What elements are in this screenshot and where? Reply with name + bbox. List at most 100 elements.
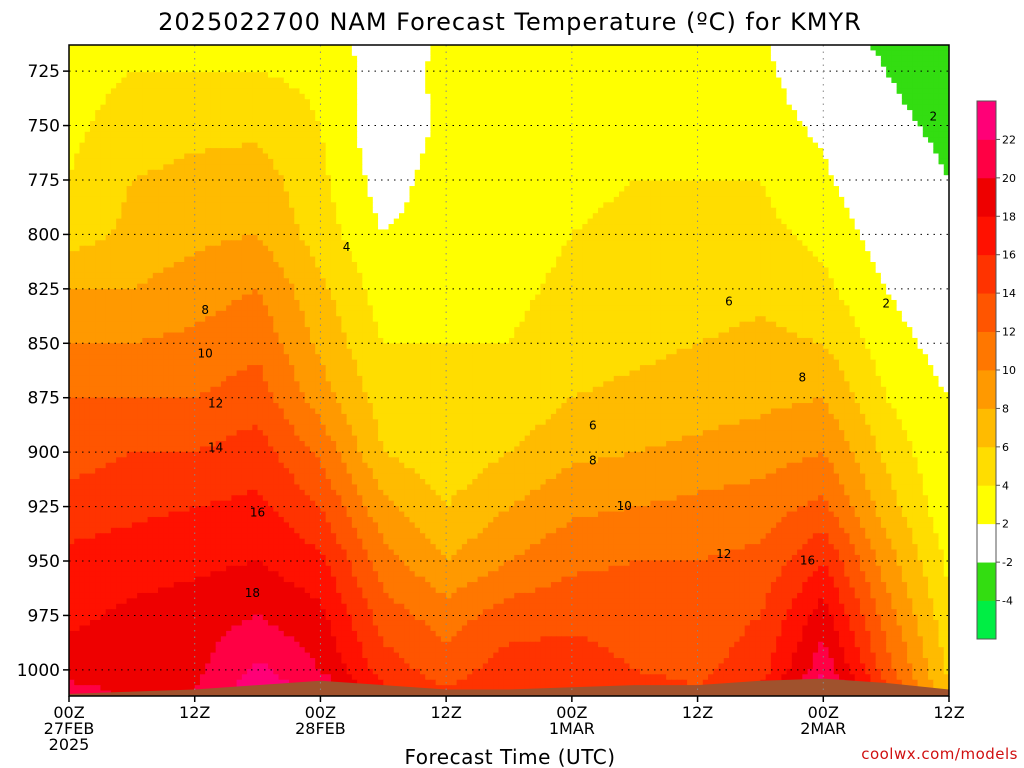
temperature-cell [650, 110, 656, 116]
temperature-cell [771, 105, 777, 111]
temperature-cell [823, 191, 829, 197]
temperature-cell [373, 143, 379, 149]
temperature-cell [881, 121, 887, 127]
temperature-cell [750, 94, 756, 100]
temperature-cell [792, 116, 798, 122]
temperature-cell [650, 186, 656, 192]
temperature-cell [818, 148, 824, 154]
temperature-cell [739, 88, 745, 94]
temperature-cell [74, 78, 80, 84]
temperature-cell [834, 181, 840, 187]
temperature-cell [703, 116, 709, 122]
temperature-cell [467, 88, 473, 94]
temperature-cell [205, 148, 211, 154]
temperature-cell [472, 159, 478, 165]
temperature-cell [902, 143, 908, 149]
temperature-cell [546, 154, 552, 160]
temperature-cell [739, 83, 745, 89]
temperature-cell [399, 121, 405, 127]
temperature-cell [572, 132, 578, 138]
temperature-cell [436, 148, 442, 154]
temperature-cell [870, 116, 876, 122]
temperature-cell [163, 202, 169, 208]
temperature-cell [823, 170, 829, 176]
temperature-cell [593, 132, 599, 138]
temperature-cell [79, 186, 85, 192]
temperature-cell [320, 164, 326, 170]
temperature-cell [525, 50, 531, 56]
temperature-cell [813, 105, 819, 111]
temperature-cell [593, 170, 599, 176]
temperature-cell [519, 126, 525, 132]
temperature-cell [750, 159, 756, 165]
temperature-cell [205, 181, 211, 187]
temperature-cell [425, 143, 431, 149]
temperature-cell [525, 202, 531, 208]
temperature-cell [116, 137, 122, 143]
temperature-cell [776, 181, 782, 187]
temperature-cell [467, 83, 473, 89]
temperature-cell [179, 45, 185, 51]
temperature-cell [273, 132, 279, 138]
temperature-cell [85, 105, 91, 111]
temperature-cell [263, 83, 269, 89]
temperature-cell [540, 154, 546, 160]
temperature-cell [420, 137, 426, 143]
temperature-cell [383, 170, 389, 176]
temperature-cell [891, 45, 897, 51]
temperature-cell [802, 72, 808, 78]
temperature-cell [357, 99, 363, 105]
temperature-cell [766, 137, 772, 143]
temperature-cell [163, 94, 169, 100]
temperature-cell [844, 132, 850, 138]
temperature-cell [95, 137, 101, 143]
temperature-cell [294, 143, 300, 149]
temperature-cell [226, 83, 232, 89]
temperature-cell [409, 143, 415, 149]
temperature-cell [378, 143, 384, 149]
temperature-cell [546, 126, 552, 132]
temperature-cell [519, 170, 525, 176]
temperature-cell [839, 164, 845, 170]
temperature-cell [163, 191, 169, 197]
temperature-cell [666, 50, 672, 56]
temperature-cell [116, 50, 122, 56]
temperature-cell [918, 132, 924, 138]
temperature-cell [127, 45, 133, 51]
temperature-cell [389, 191, 395, 197]
temperature-cell [781, 181, 787, 187]
temperature-cell [614, 164, 620, 170]
temperature-cell [462, 105, 468, 111]
temperature-cell [876, 159, 882, 165]
temperature-cell [609, 197, 615, 203]
temperature-cell [483, 170, 489, 176]
temperature-cell [174, 132, 180, 138]
temperature-cell [320, 45, 326, 51]
temperature-cell [252, 181, 258, 187]
temperature-cell [399, 170, 405, 176]
temperature-cell [865, 83, 871, 89]
temperature-cell [189, 116, 195, 122]
temperature-cell [462, 137, 468, 143]
temperature-cell [677, 164, 683, 170]
temperature-cell [409, 154, 415, 160]
temperature-cell [242, 137, 248, 143]
temperature-cell [939, 116, 945, 122]
temperature-cell [708, 137, 714, 143]
temperature-cell [226, 72, 232, 78]
temperature-cell [415, 67, 421, 73]
temperature-cell [860, 45, 866, 51]
temperature-cell [247, 202, 253, 208]
temperature-cell [834, 132, 840, 138]
temperature-cell [153, 105, 159, 111]
temperature-cell [205, 50, 211, 56]
temperature-cell [540, 159, 546, 165]
temperature-cell [614, 175, 620, 181]
temperature-cell [436, 159, 442, 165]
temperature-cell [472, 56, 478, 62]
temperature-cell [870, 132, 876, 138]
temperature-cell [478, 191, 484, 197]
temperature-cell [897, 45, 903, 51]
temperature-cell [467, 202, 473, 208]
temperature-cell [881, 67, 887, 73]
